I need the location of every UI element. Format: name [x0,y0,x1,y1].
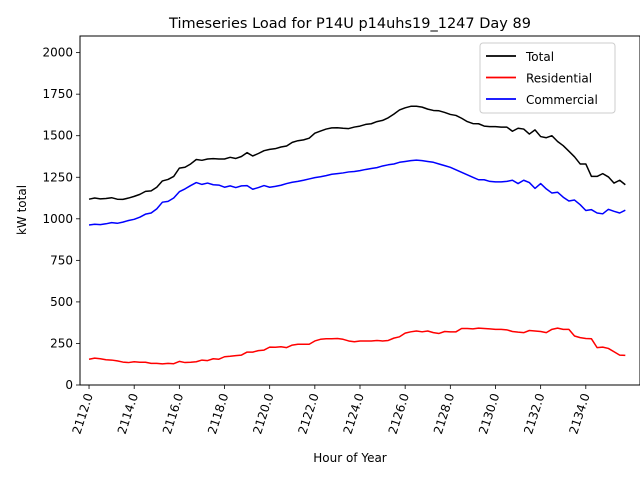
series-layer [88,105,626,365]
y-tick-label: 0 [65,378,73,392]
y-tick-label: 750 [50,253,73,267]
series-line-total [88,105,626,201]
y-tick-label: 1250 [42,170,73,184]
legend-label-total: Total [525,50,554,64]
plot-area-frame [79,35,640,386]
x-axis-label: Hour of Year [313,451,387,465]
y-tick-label: 1000 [42,212,73,226]
y-axis-label: kW total [15,185,29,235]
y-axis-ticks: 0 250 500 750 1000 1250 1500 1750 2000 [42,46,80,392]
y-tick-label: 1750 [42,87,73,101]
y-tick-label: 250 [50,336,73,350]
series-line-residential [88,327,626,365]
y-tick-label: 2000 [42,46,73,60]
legend: Total Residential Commercial [479,42,616,114]
y-tick-label: 500 [50,295,73,309]
series-line-commercial [88,159,626,226]
legend-label-commercial: Commercial [526,93,598,107]
legend-label-residential: Residential [526,72,592,86]
chart-title: Timeseries Load for P14U p14uhs19_1247 D… [168,16,531,32]
legend-items: Total Residential Commercial [486,50,598,107]
legend-box [479,42,616,114]
y-tick-label: 1500 [42,129,73,143]
